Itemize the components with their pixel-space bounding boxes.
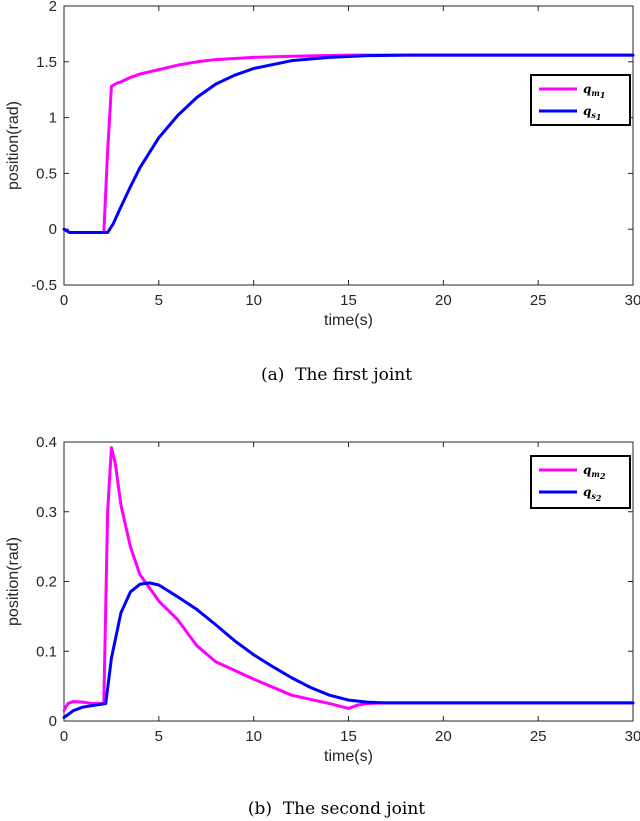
x-axis-label: time(s): [324, 312, 373, 329]
legend-subsubscript: 2: [595, 493, 602, 503]
x-tick-label: 20: [435, 292, 452, 309]
y-tick-label: 0.1: [36, 643, 57, 660]
y-tick-label: 0.5: [36, 165, 57, 182]
legend-entry-q-m1: qm1: [583, 82, 605, 100]
legend-symbol: q: [583, 104, 591, 118]
y-tick-label: 2: [49, 0, 57, 15]
x-axis-label: time(s): [324, 748, 373, 765]
x-tick-label: 30: [625, 292, 640, 309]
legend-subsubscript: 1: [600, 90, 606, 100]
legend-subsubscript: 2: [599, 471, 606, 481]
legend-box: [530, 455, 631, 509]
x-tick-label: 5: [155, 292, 163, 309]
legend-subsubscript: 1: [596, 112, 602, 122]
legend-subscript: m: [591, 469, 599, 479]
x-tick-label: 10: [245, 728, 262, 745]
series-line-q-m2: [62, 446, 635, 713]
x-tick-label: 25: [530, 292, 547, 309]
series-line-q-m1: [62, 53, 635, 235]
legend-symbol: q: [583, 485, 591, 499]
legend-subscript: m: [591, 88, 599, 98]
y-axis-label: position(rad): [5, 537, 22, 626]
y-axis-label: position(rad): [5, 101, 22, 190]
chart-first-joint: 0 5 10 15 20 25 30-0.500.511.52time(s)position…: [5, 0, 640, 385]
y-tick-label: -0.5: [31, 277, 57, 294]
x-tick-label: 25: [530, 728, 547, 745]
y-tick-label: 0: [49, 713, 57, 730]
x-tick-label: 30: [625, 728, 640, 745]
figure-caption: (a) The first joint: [261, 365, 412, 385]
x-tick-label: 0: [60, 728, 68, 745]
plot-area: [63, 5, 634, 286]
y-tick-label: 1: [49, 110, 57, 127]
legend-entry-q-m2: qm2: [583, 463, 606, 481]
series-line-q-s1: [62, 53, 635, 235]
legend-box: [530, 74, 631, 126]
legend-subscript: s: [591, 110, 596, 120]
figure-caption: (b) The second joint: [248, 799, 425, 819]
series-line-q-s2: [62, 581, 635, 720]
y-tick-label: 0.4: [36, 434, 57, 451]
chart-second-joint: 0 5 10 15 20 25 30 0 0.1 0.2 0.3 0.4 time(s) position…: [5, 434, 640, 819]
y-tick-label: 0.2: [36, 574, 57, 591]
x-tick-label: 10: [245, 292, 262, 309]
y-tick-label: 0.3: [36, 504, 57, 521]
legend-symbol: q: [583, 82, 591, 96]
x-tick-label: 0: [60, 292, 68, 309]
legend-symbol: q: [583, 463, 591, 477]
x-tick-label: 15: [340, 292, 357, 309]
x-tick-label: 15: [340, 728, 357, 745]
legend-subscript: s: [591, 491, 596, 501]
y-tick-label: 1.5: [36, 54, 57, 71]
legend-entry-q-s1: qs1: [583, 104, 601, 122]
x-tick-label: 5: [155, 728, 163, 745]
y-tick-label: 0: [49, 221, 57, 238]
x-tick-label: 20: [435, 728, 452, 745]
legend-entry-q-s2: qs2: [583, 485, 602, 503]
